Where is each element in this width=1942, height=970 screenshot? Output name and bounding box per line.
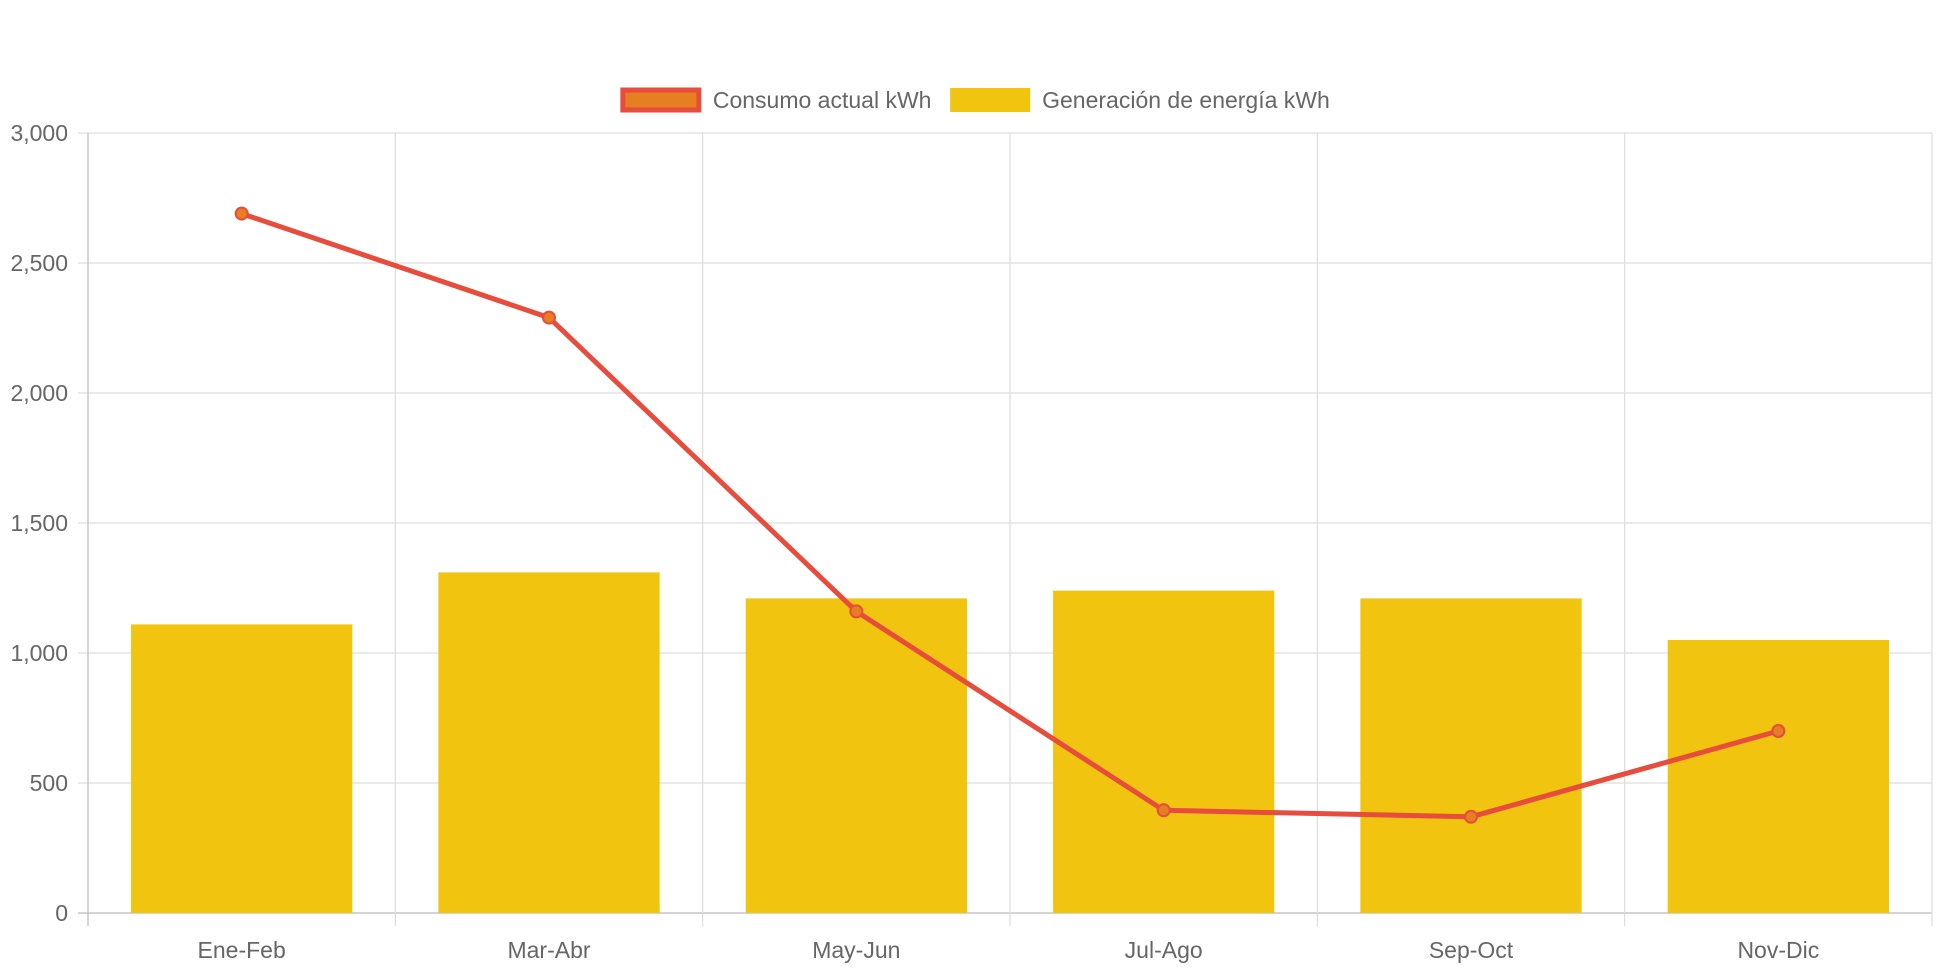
legend: Consumo actual kWh Generación de energía …	[620, 87, 1330, 113]
line-series	[234, 206, 1786, 824]
axes: 0 500 1,000 1,500 2,000 2,500 3,000 Ene-Feb Mar-…	[10, 120, 1819, 963]
legend-label: Generación de energía kWh	[1042, 87, 1330, 113]
line-point	[542, 310, 556, 325]
y-tick-label: 3,000	[10, 120, 68, 146]
y-tick-label: 1,000	[10, 640, 68, 666]
line-point	[849, 604, 864, 619]
legend-label: Consumo actual kWh	[713, 87, 932, 113]
legend-swatch-line	[620, 87, 702, 113]
x-tick-label: Jul-Ago	[1125, 937, 1203, 963]
x-tick-label: May-Jun	[812, 937, 900, 963]
line-point	[1464, 809, 1478, 824]
y-tick-label: 1,500	[10, 510, 68, 536]
y-tick-label: 2,000	[10, 380, 68, 406]
y-tick-label: 0	[55, 900, 68, 926]
x-tick-label: Sep-Oct	[1429, 937, 1514, 963]
line-point	[1771, 724, 1786, 738]
bar	[1360, 598, 1582, 913]
x-tick-label: Nov-Dic	[1737, 937, 1819, 963]
x-tick-label: Ene-Feb	[198, 937, 286, 963]
line-point	[234, 206, 249, 221]
line-point	[1156, 803, 1171, 818]
y-tick-label: 500	[30, 770, 68, 796]
bar	[1667, 640, 1889, 913]
y-tick-label: 2,500	[10, 250, 68, 276]
legend-swatch-bar	[950, 88, 1031, 112]
bar	[131, 624, 353, 913]
bar	[1053, 590, 1275, 913]
bar-series	[131, 572, 1889, 913]
x-tick-label: Mar-Abr	[507, 937, 590, 963]
bar	[745, 598, 967, 913]
bar	[438, 572, 660, 913]
series-line	[239, 211, 1781, 820]
